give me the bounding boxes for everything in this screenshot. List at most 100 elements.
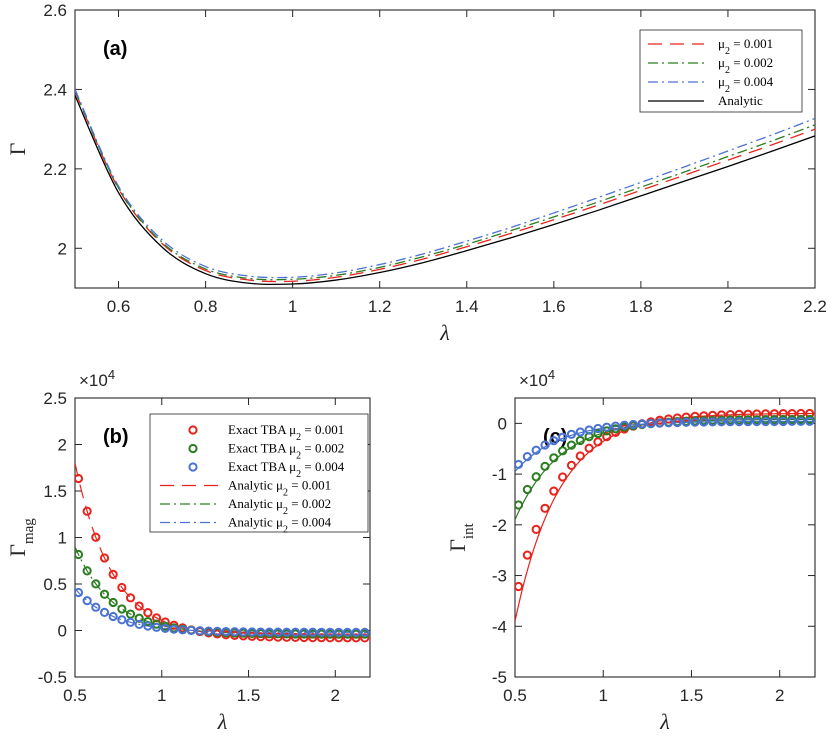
tba-point [264, 627, 274, 637]
tba-point [699, 411, 709, 421]
tba-point [99, 553, 110, 563]
tba-point [125, 617, 136, 627]
tba-point [593, 423, 603, 434]
series-line-2 [75, 89, 815, 279]
y-tick-label: -0.5 [38, 668, 67, 687]
tba-point [531, 472, 541, 482]
legend-entry: Analytic μ2 = 0.004 [228, 515, 332, 536]
tba-point [540, 503, 550, 513]
tba-point [212, 626, 222, 636]
tba-point [91, 532, 101, 542]
y-tick-label: 2 [58, 436, 67, 455]
tba-point [360, 633, 370, 643]
tba-point [575, 427, 585, 437]
tba-point [351, 633, 361, 643]
legend-entry: μ2 = 0.004 [718, 74, 774, 95]
tba-point [663, 418, 674, 428]
legend-entry: Exact TBA μ2 = 0.002 [228, 441, 344, 462]
tba-point [316, 633, 327, 643]
x-axis-label: λ [659, 709, 670, 734]
tba-point [290, 632, 300, 643]
legend-entry: μ2 = 0.001 [718, 36, 773, 57]
y-tick-label: -5 [492, 668, 507, 687]
tba-point [672, 413, 682, 423]
y-tick-label: 0 [58, 622, 67, 641]
y-tick-label: -1 [492, 465, 507, 484]
legend-entry: Exact TBA μ2 = 0.004 [228, 459, 345, 480]
tba-point [725, 417, 735, 427]
y-tick-label: 2.4 [43, 80, 67, 99]
series-line-3 [75, 95, 815, 286]
tba-point [628, 419, 638, 430]
x-tick-label: 1.6 [542, 297, 566, 316]
tba-point [247, 627, 257, 637]
tba-point [540, 461, 550, 471]
y-tick-label: 1.5 [43, 482, 67, 501]
tba-point [282, 627, 292, 637]
tba-point [549, 486, 559, 496]
series-line-1 [75, 90, 815, 281]
tba-point [91, 602, 101, 612]
x-tick-label: 2 [775, 686, 784, 705]
tba-point [82, 566, 92, 576]
tba-point [531, 524, 541, 534]
tba-point [342, 633, 353, 643]
tba-point [75, 549, 84, 560]
tba-point [299, 632, 309, 643]
tba-point [282, 632, 292, 642]
x-tick-label: 0.6 [107, 297, 131, 316]
axis-multiplier: ×104 [79, 367, 115, 391]
tba-point [238, 627, 248, 637]
tba-point [308, 633, 318, 643]
tba-point [108, 569, 118, 579]
panel-a: 0.6 0.8 1 1.2 1.4 1.6 1.8 2 2.2 2 2.2 2.4 2.6 λ Γ (a) μ2… [5, 1, 827, 345]
tba-point [360, 627, 370, 637]
tba-point [117, 615, 127, 625]
tba-point [143, 616, 153, 627]
tba-point [247, 631, 257, 641]
tba-point [566, 460, 577, 471]
tba-point [151, 622, 162, 632]
x-tick-label: 1.5 [680, 686, 704, 705]
tba-point [778, 416, 788, 427]
tba-point [325, 627, 335, 637]
tba-point [558, 432, 568, 442]
tba-point [134, 601, 144, 611]
tba-point [290, 627, 300, 637]
tba-point [566, 429, 577, 439]
tba-point [273, 627, 283, 637]
tba-point [204, 626, 214, 636]
legend-swatch [188, 425, 198, 435]
x-tick-label: 1 [157, 686, 166, 705]
tba-point [108, 611, 118, 622]
tba-point [558, 446, 568, 456]
tba-point [584, 443, 594, 453]
x-axis-label: λ [439, 320, 450, 345]
tba-point [549, 453, 559, 463]
tba-point [796, 416, 806, 427]
tba-point [602, 426, 612, 436]
tba-point [515, 459, 524, 470]
tba-point [584, 425, 594, 435]
x-tick-label: 1.5 [237, 686, 261, 705]
tba-point [273, 632, 283, 642]
tba-point [787, 416, 797, 427]
tba-point [663, 414, 674, 424]
tba-point [515, 581, 524, 592]
tba-point [151, 619, 162, 629]
x-tick-label: 2 [331, 686, 340, 705]
y-axis-label: Γint [445, 522, 477, 551]
x-tick-label: 1 [288, 297, 297, 316]
x-tick-label: 1.2 [368, 297, 392, 316]
tba-point [646, 418, 656, 429]
tba-point [316, 627, 327, 637]
tba-point [734, 417, 744, 427]
tba-point [117, 604, 127, 614]
tba-point [91, 579, 101, 589]
x-tick-label: 2 [723, 297, 732, 316]
y-tick-label: -3 [492, 567, 507, 586]
tba-point [531, 445, 541, 455]
tba-point [672, 417, 682, 428]
